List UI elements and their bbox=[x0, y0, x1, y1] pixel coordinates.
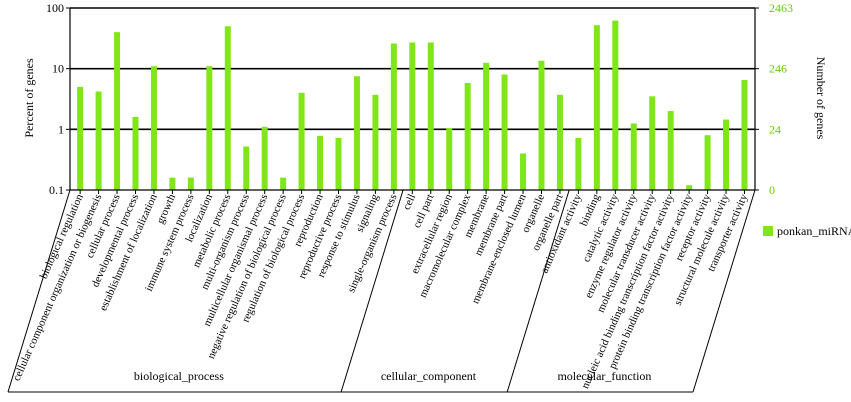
bar bbox=[630, 123, 637, 190]
group-labels: biological_process cellular_component mole… bbox=[134, 369, 652, 383]
bar bbox=[723, 119, 730, 190]
y-axis-title: Percent of genes bbox=[22, 58, 36, 138]
bar bbox=[77, 86, 84, 190]
bar bbox=[501, 74, 508, 190]
group-divider bbox=[340, 189, 404, 393]
category-label: cell bbox=[401, 192, 418, 211]
bar bbox=[464, 83, 471, 190]
group-divider-lines bbox=[7, 189, 756, 393]
bar bbox=[390, 43, 397, 191]
bar bbox=[446, 128, 453, 190]
bar bbox=[593, 25, 600, 191]
secondary-y-axis-title: Number of genes bbox=[814, 57, 828, 140]
bar bbox=[224, 26, 231, 191]
bar bbox=[150, 66, 157, 190]
bar bbox=[169, 177, 176, 190]
category-label: cellular component organization or bioge… bbox=[11, 192, 105, 383]
bar bbox=[132, 116, 139, 190]
bar bbox=[538, 60, 545, 190]
group-label: biological_process bbox=[134, 369, 224, 383]
bar bbox=[243, 146, 250, 190]
left-tick-labels: 100 10 1 0.1 bbox=[46, 1, 64, 197]
right-tick-label: 24 bbox=[769, 122, 781, 136]
right-tick-label: 0 bbox=[769, 183, 775, 197]
bar bbox=[114, 32, 121, 190]
right-tick-labels: 2463 246 24 0 bbox=[769, 1, 793, 197]
axes bbox=[66, 7, 759, 194]
bar bbox=[372, 94, 379, 190]
bar bbox=[649, 96, 656, 190]
right-tick-label: 2463 bbox=[769, 1, 793, 15]
bars bbox=[77, 20, 748, 191]
right-tick-label: 246 bbox=[769, 62, 787, 76]
left-tick-label: 0.1 bbox=[49, 183, 64, 197]
bar bbox=[298, 92, 305, 190]
bar bbox=[95, 91, 102, 190]
legend-swatch bbox=[763, 226, 773, 236]
bar bbox=[427, 42, 434, 190]
bar bbox=[261, 126, 268, 190]
bar bbox=[686, 185, 693, 190]
bar bbox=[741, 80, 748, 190]
legend-label: ponkan_miRNA bbox=[777, 224, 851, 238]
bar bbox=[575, 137, 582, 190]
legend: ponkan_miRNA bbox=[763, 224, 851, 238]
bar bbox=[520, 153, 527, 190]
bar bbox=[187, 177, 194, 190]
bar bbox=[704, 135, 711, 190]
bar bbox=[483, 62, 490, 190]
bar bbox=[280, 177, 287, 190]
left-tick-label: 1 bbox=[58, 122, 64, 136]
group-label: molecular_function bbox=[557, 369, 651, 383]
left-tick-label: 10 bbox=[52, 62, 64, 76]
bar bbox=[317, 135, 324, 190]
bar bbox=[556, 94, 563, 190]
bar bbox=[335, 137, 342, 190]
bar bbox=[206, 66, 213, 190]
bar bbox=[667, 111, 674, 190]
left-tick-label: 100 bbox=[46, 1, 64, 15]
group-divider bbox=[506, 189, 570, 393]
group-label: cellular_component bbox=[381, 369, 477, 383]
bar bbox=[353, 76, 360, 190]
group-divider bbox=[692, 189, 756, 393]
bar bbox=[409, 42, 416, 190]
bar bbox=[612, 20, 619, 190]
group-divider bbox=[7, 189, 71, 393]
